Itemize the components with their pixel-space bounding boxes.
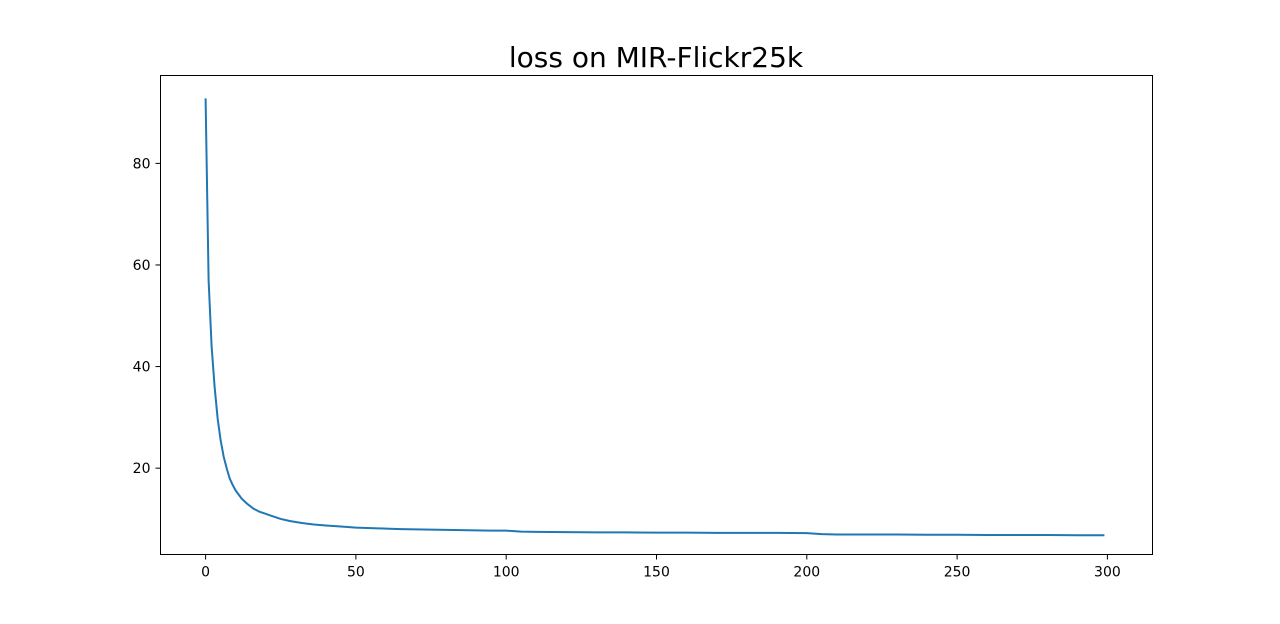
x-tick-label: 0	[201, 565, 210, 581]
chart-title: loss on MIR-Flickr25k	[509, 41, 804, 74]
y-axis: 20 40 60 80	[133, 156, 161, 477]
x-tick-label: 200	[793, 565, 820, 581]
series-line-0	[204, 98, 1105, 537]
x-tick-label: 250	[944, 565, 971, 581]
x-tick-label: 150	[643, 565, 670, 581]
y-tick-label: 80	[133, 156, 151, 172]
y-tick-label: 60	[133, 258, 151, 274]
x-tick-label: 50	[347, 565, 365, 581]
x-tick-label: 300	[1094, 565, 1121, 581]
y-tick-label: 40	[133, 360, 151, 376]
axes-frame	[160, 75, 1153, 555]
plot-area	[204, 98, 1105, 537]
x-tick-label: 100	[493, 565, 520, 581]
y-tick-label: 20	[133, 461, 151, 477]
x-axis: 0 50 100 150 200 250 300	[201, 554, 1121, 581]
